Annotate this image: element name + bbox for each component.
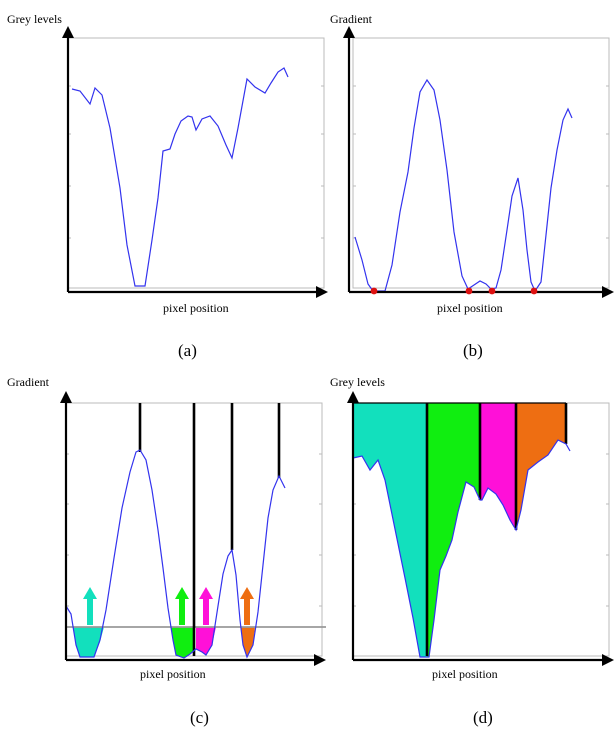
panel-b-caption: (b) <box>463 341 483 360</box>
panel-b-gradient-curve <box>354 78 573 293</box>
panel-b-minimum-marker <box>488 287 496 295</box>
panel-c-arrow-basin-1 <box>83 587 97 625</box>
panel-d-basin-2 <box>427 403 480 657</box>
panel-c-basin-2 <box>171 627 194 658</box>
panel-b-xlabel: pixel position <box>437 301 503 315</box>
panel-c-dams <box>138 403 281 656</box>
panel-d-grey-level-curve <box>352 439 571 658</box>
panel-a-x-arrow <box>316 286 328 298</box>
panel-d-basin-3 <box>480 403 516 530</box>
panel-a-xlabel: pixel position <box>163 301 229 315</box>
panel-c-y-arrow <box>60 391 72 403</box>
panel-d-caption: (d) <box>473 708 493 727</box>
panel-b-y-arrow <box>343 26 355 38</box>
panel-d-title: Grey levels <box>330 375 385 389</box>
panel-a-caption: (a) <box>178 341 197 360</box>
panel-a-grey-level-curve <box>71 67 289 287</box>
panel-c-basin-3 <box>196 627 216 655</box>
panel-b-x-arrow <box>602 286 614 298</box>
panel-c-rising-arrows <box>83 587 254 625</box>
panel-c-arrow-basin-4 <box>240 587 254 625</box>
panel-c-gradient-curve <box>65 449 286 659</box>
panel-d-xlabel: pixel position <box>432 667 498 681</box>
panel-b-minima-markers <box>370 287 538 295</box>
panel-c-axes <box>64 403 316 662</box>
panel-b-minimum-marker <box>530 287 538 295</box>
panel-d-x-arrow <box>602 654 614 666</box>
panel-c-caption: (c) <box>190 708 209 727</box>
panel-a-title: Grey levels <box>7 12 62 26</box>
panel-c-arrow-basin-3 <box>199 587 213 625</box>
panel-d-axes <box>351 403 604 662</box>
panel-a-axes <box>66 38 318 294</box>
panel-b-minimum-marker <box>370 287 378 295</box>
panel-d-basin-4 <box>516 403 566 530</box>
panel-c-xlabel: pixel position <box>140 667 206 681</box>
panel-c-arrow-basin-2 <box>175 587 189 625</box>
panel-d-y-arrow <box>347 391 359 403</box>
panel-a-y-arrow <box>62 26 74 38</box>
panel-b-axes <box>347 38 604 294</box>
panel-d-dams <box>425 403 568 656</box>
panel-d-basin-1 <box>353 403 427 657</box>
panel-c-x-arrow <box>314 654 326 666</box>
panel-b-minimum-marker <box>465 287 473 295</box>
panel-b-title: Gradient <box>330 12 372 26</box>
panel-c-title: Gradient <box>7 375 49 389</box>
